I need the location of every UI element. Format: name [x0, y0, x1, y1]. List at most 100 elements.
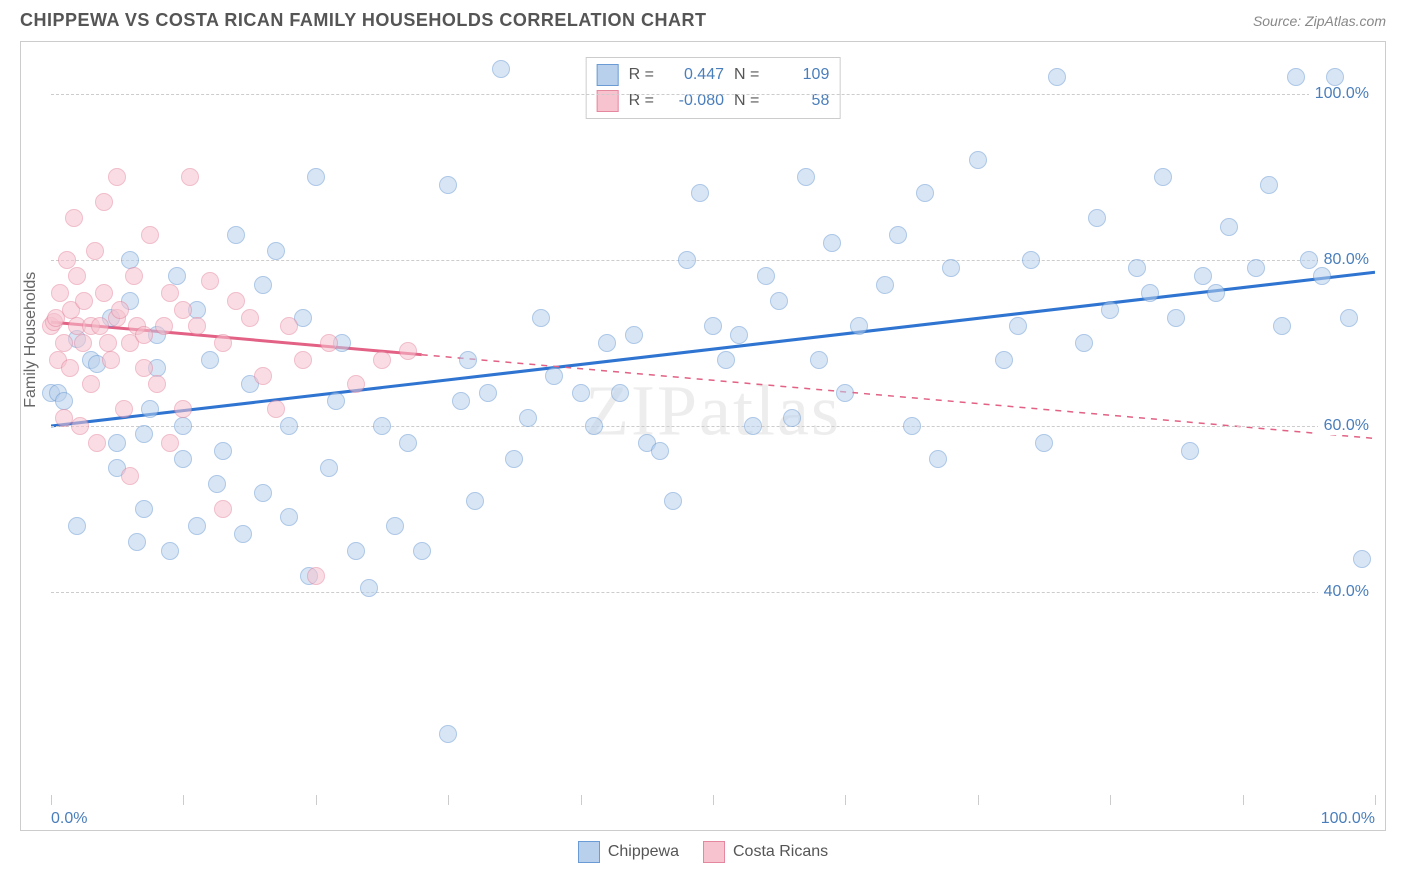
data-point — [1300, 251, 1318, 269]
y-tick-label: 60.0% — [1318, 417, 1375, 435]
data-point — [1313, 267, 1331, 285]
data-point — [68, 517, 86, 535]
data-point — [51, 284, 69, 302]
data-point — [611, 384, 629, 402]
data-point — [1181, 442, 1199, 460]
data-point — [903, 417, 921, 435]
data-point — [75, 292, 93, 310]
y-tick-label: 80.0% — [1318, 251, 1375, 269]
data-point — [201, 272, 219, 290]
data-point — [201, 351, 219, 369]
data-point — [241, 309, 259, 327]
data-point — [1340, 309, 1358, 327]
data-point — [505, 450, 523, 468]
data-point — [942, 259, 960, 277]
data-point — [135, 500, 153, 518]
data-point — [86, 242, 104, 260]
data-point — [1088, 209, 1106, 227]
chart-title: CHIPPEWA VS COSTA RICAN FAMILY HOUSEHOLD… — [20, 10, 707, 31]
data-point — [439, 176, 457, 194]
data-point — [111, 301, 129, 319]
x-tick — [51, 795, 52, 805]
data-point — [625, 326, 643, 344]
x-tick — [581, 795, 582, 805]
data-point — [1009, 317, 1027, 335]
data-point — [320, 334, 338, 352]
x-tick — [978, 795, 979, 805]
r-label: R = — [629, 66, 654, 84]
data-point — [651, 442, 669, 460]
legend-swatch — [578, 841, 600, 863]
data-point — [995, 351, 1013, 369]
data-point — [466, 492, 484, 510]
data-point — [254, 367, 272, 385]
data-point — [125, 267, 143, 285]
data-point — [181, 168, 199, 186]
trend-line-solid — [51, 272, 1375, 426]
data-point — [1141, 284, 1159, 302]
series-legend-item: Chippewa — [578, 841, 679, 863]
legend-swatch — [597, 64, 619, 86]
data-point — [783, 409, 801, 427]
data-point — [161, 542, 179, 560]
y-tick-label: 40.0% — [1318, 583, 1375, 601]
data-point — [545, 367, 563, 385]
data-point — [174, 400, 192, 418]
series-legend-label: Costa Ricans — [733, 843, 828, 861]
data-point — [1022, 251, 1040, 269]
data-point — [1260, 176, 1278, 194]
data-point — [108, 434, 126, 452]
y-axis-label: Family Households — [22, 272, 40, 408]
data-point — [128, 533, 146, 551]
data-point — [916, 184, 934, 202]
data-point — [58, 251, 76, 269]
r-value: 0.447 — [664, 66, 724, 84]
data-point — [770, 292, 788, 310]
data-point — [294, 351, 312, 369]
data-point — [254, 276, 272, 294]
data-point — [836, 384, 854, 402]
data-point — [208, 475, 226, 493]
data-point — [188, 317, 206, 335]
data-point — [1247, 259, 1265, 277]
correlation-legend: R =0.447N =109R =-0.080N =58 — [586, 57, 841, 119]
r-value: -0.080 — [664, 92, 724, 110]
data-point — [188, 517, 206, 535]
data-point — [1207, 284, 1225, 302]
x-axis-max-label: 100.0% — [1321, 810, 1375, 828]
data-point — [214, 500, 232, 518]
data-point — [91, 317, 109, 335]
data-point — [95, 193, 113, 211]
data-point — [479, 384, 497, 402]
data-point — [234, 525, 252, 543]
data-point — [704, 317, 722, 335]
series-legend-item: Costa Ricans — [703, 841, 828, 863]
data-point — [347, 375, 365, 393]
data-point — [71, 417, 89, 435]
data-point — [399, 434, 417, 452]
data-point — [598, 334, 616, 352]
data-point — [161, 284, 179, 302]
data-point — [1326, 68, 1344, 86]
data-point — [214, 442, 232, 460]
data-point — [1075, 334, 1093, 352]
data-point — [459, 351, 477, 369]
data-point — [82, 375, 100, 393]
data-point — [148, 375, 166, 393]
data-point — [135, 359, 153, 377]
data-point — [664, 492, 682, 510]
data-point — [1035, 434, 1053, 452]
data-point — [876, 276, 894, 294]
data-point — [99, 334, 117, 352]
data-point — [386, 517, 404, 535]
data-point — [1220, 218, 1238, 236]
data-point — [141, 226, 159, 244]
data-point — [168, 267, 186, 285]
data-point — [810, 351, 828, 369]
series-legend: Chippewa Costa Ricans — [0, 841, 1406, 863]
data-point — [95, 284, 113, 302]
data-point — [347, 542, 365, 560]
data-point — [267, 242, 285, 260]
r-label: R = — [629, 92, 654, 110]
data-point — [161, 434, 179, 452]
